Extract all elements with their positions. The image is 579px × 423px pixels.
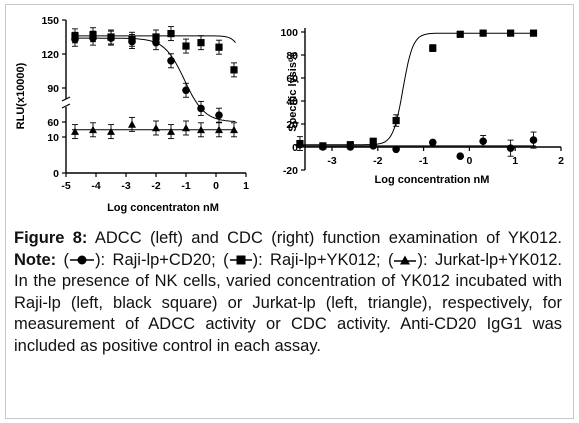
right-chart-curves <box>295 32 536 147</box>
legend-1-label: ): Raji-lp+CD20; ( <box>95 250 229 269</box>
data-point-triangle <box>197 125 205 134</box>
legend-triangle-icon <box>394 255 417 265</box>
data-point-square <box>197 39 205 47</box>
legend-3-label: ): <box>417 250 428 269</box>
right-x-tick-label: -1 <box>419 155 428 167</box>
data-point-square <box>392 116 400 125</box>
left-x-tick-label: -5 <box>61 180 70 192</box>
legend-open: ( <box>56 250 70 269</box>
data-point-circle <box>215 111 223 119</box>
right-y-tick-label: 40 <box>286 96 298 108</box>
data-point-circle <box>392 145 400 154</box>
legend-square-icon <box>229 255 252 265</box>
left-y-tick-label: 0 <box>53 168 59 180</box>
right-y-tick-label: 60 <box>286 73 298 85</box>
right-chart-ticks: 100 80 60 40 20 0 -20 -3 -2 -1 0 1 2 <box>280 27 564 177</box>
right-x-tick-label: 1 <box>512 155 518 167</box>
right-y-tick-label: -20 <box>283 165 298 177</box>
data-point-circle <box>182 86 190 95</box>
data-point-triangle <box>152 124 160 132</box>
left-x-tick-label: -3 <box>121 180 130 192</box>
right-x-tick-label: -2 <box>373 155 382 167</box>
right-y-tick-label: 80 <box>286 50 298 62</box>
right-x-tick-label: -3 <box>327 155 336 167</box>
left-x-tick-label: -4 <box>91 180 100 192</box>
right-curve-square <box>295 32 536 146</box>
data-point-triangle <box>230 125 238 134</box>
data-point-square <box>89 31 97 39</box>
data-point-square <box>296 139 304 148</box>
caption-text-2: Jurkat-lp+YK012. In the presence of NK c… <box>14 250 562 355</box>
data-point-triangle <box>89 125 97 134</box>
data-point-square <box>346 141 354 149</box>
data-point-triangle <box>107 127 115 135</box>
data-point-square <box>429 44 437 52</box>
data-point-circle <box>506 144 515 152</box>
data-point-circle <box>529 136 538 144</box>
right-chart: 100 80 60 40 20 0 -20 -3 -2 -1 0 1 2 Specific lysis%… <box>280 27 564 186</box>
left-y-break-mark <box>61 96 71 102</box>
data-point-square <box>479 29 487 37</box>
right-y-tick-label: 0 <box>292 142 298 154</box>
figure-panel <box>5 4 574 419</box>
right-y-tick-label: 20 <box>286 119 298 131</box>
data-point-triangle <box>182 124 190 132</box>
right-chart-points <box>296 29 538 160</box>
left-y-break-mark <box>61 103 71 109</box>
legend-circle-icon <box>70 255 95 265</box>
data-point-circle <box>479 137 487 146</box>
data-point-square <box>529 29 538 37</box>
data-point-square <box>319 142 327 150</box>
data-point-square <box>230 66 238 74</box>
left-x-tick-label: 1 <box>243 180 249 192</box>
data-point-square <box>507 29 515 37</box>
figure-label: Figure 8: <box>14 229 88 247</box>
data-point-circle <box>428 138 437 147</box>
data-point-square <box>128 35 136 43</box>
data-point-triangle <box>71 127 79 135</box>
left-x-tick-label: 0 <box>213 180 219 192</box>
left-y-tick-label: 120 <box>41 49 59 61</box>
left-x-tick-label: -1 <box>181 180 190 192</box>
right-chart-xlabel: Log concentration nM <box>375 174 490 186</box>
left-chart-ylabel: RLU(x10000) <box>15 62 27 129</box>
right-chart-ylabel: Specific lysis% <box>287 52 299 132</box>
data-point-square <box>152 33 160 41</box>
right-x-tick-label: 2 <box>558 155 564 167</box>
left-y-tick-label: 10 <box>47 132 59 144</box>
data-point-square <box>215 43 223 51</box>
data-point-triangle <box>167 127 175 135</box>
legend-2-label: ): Raji-lp+YK012; ( <box>252 250 394 269</box>
note-label: Note: <box>14 250 57 269</box>
left-y-tick-label: 60 <box>47 117 59 129</box>
left-y-tick-label: 90 <box>47 83 59 95</box>
left-chart-points <box>71 26 238 140</box>
data-point-circle <box>167 57 175 65</box>
data-point-square <box>107 33 115 41</box>
data-point-triangle <box>215 125 223 134</box>
left-x-tick-label: -2 <box>151 180 160 192</box>
data-point-circle <box>197 104 205 113</box>
right-y-tick-label: 100 <box>280 27 298 39</box>
left-chart-xlabel: Log concentraton nM <box>107 202 219 214</box>
data-point-square <box>71 32 79 40</box>
data-point-square <box>167 30 175 38</box>
right-x-tick-label: 0 <box>466 155 472 167</box>
data-point-triangle <box>128 120 136 128</box>
figure-caption: Figure 8: ADCC (left) and CDC (right) fu… <box>14 228 562 357</box>
left-curve-circle <box>72 37 236 122</box>
data-point-square <box>182 42 190 50</box>
data-point-square <box>456 30 464 38</box>
left-y-tick-label: 150 <box>41 15 59 27</box>
caption-text-1: ADCC (left) and CDC (right) function exa… <box>87 229 562 247</box>
data-point-square <box>369 137 377 145</box>
data-point-circle <box>456 152 465 160</box>
